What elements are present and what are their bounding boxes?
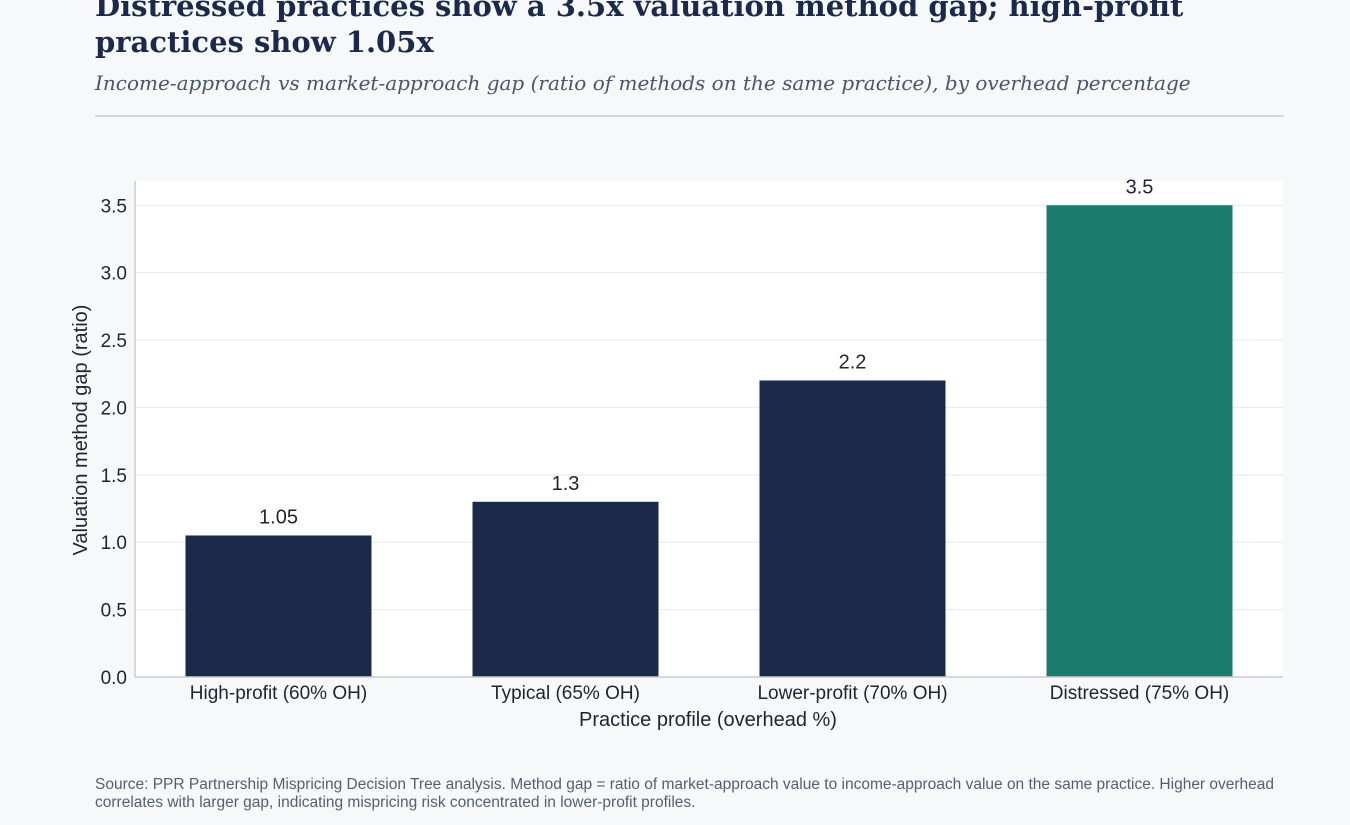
chart-subtitle: Income-approach vs market-approach gap (… (95, 71, 1191, 95)
bar (1046, 205, 1233, 677)
x-axis-label: Practice profile (overhead %) (579, 709, 837, 731)
y-tick-label: 3.0 (101, 264, 127, 285)
y-axis-label: Valuation method gap (ratio) (70, 305, 92, 556)
source-note: Source: PPR Partnership Mispricing Decis… (95, 776, 1275, 811)
y-tick-label: 2.0 (101, 398, 127, 419)
x-tick-labels: High-profit (60% OH) Typical (65% OH) Lowe… (190, 683, 1229, 704)
chart-title: Distressed practices show a 3.5x valuati… (95, 0, 1184, 59)
bar (185, 535, 372, 677)
y-tick-label: 2.5 (101, 331, 127, 352)
data-labels: 1.05 1.3 2.2 3.5 (259, 176, 1153, 528)
x-tick-label: Distressed (75% OH) (1050, 683, 1230, 704)
bar-chart: 1.05 1.3 2.2 3.5 0.0 0.5 1.0 1.5 2.0 2.5 3.0 3.5 H… (70, 176, 1283, 731)
y-tick-label: 0.0 (101, 668, 127, 689)
bar (472, 501, 659, 677)
bar-value-label: 1.3 (552, 473, 580, 495)
bar-value-label: 1.05 (259, 506, 298, 528)
x-tick-label: Lower-profit (70% OH) (757, 683, 947, 704)
y-tick-label: 0.5 (101, 601, 127, 622)
x-tick-label: High-profit (60% OH) (190, 683, 367, 704)
y-tick-label: 3.5 (101, 196, 127, 217)
bars (185, 205, 1233, 677)
bar-value-label: 3.5 (1126, 176, 1154, 198)
y-tick-label: 1.5 (101, 466, 127, 487)
bar-value-label: 2.2 (839, 351, 867, 373)
bar (759, 380, 946, 677)
y-tick-labels: 0.0 0.5 1.0 1.5 2.0 2.5 3.0 3.5 (101, 196, 127, 689)
x-tick-label: Typical (65% OH) (491, 683, 640, 704)
header-divider (95, 115, 1284, 117)
y-tick-label: 1.0 (101, 533, 127, 554)
